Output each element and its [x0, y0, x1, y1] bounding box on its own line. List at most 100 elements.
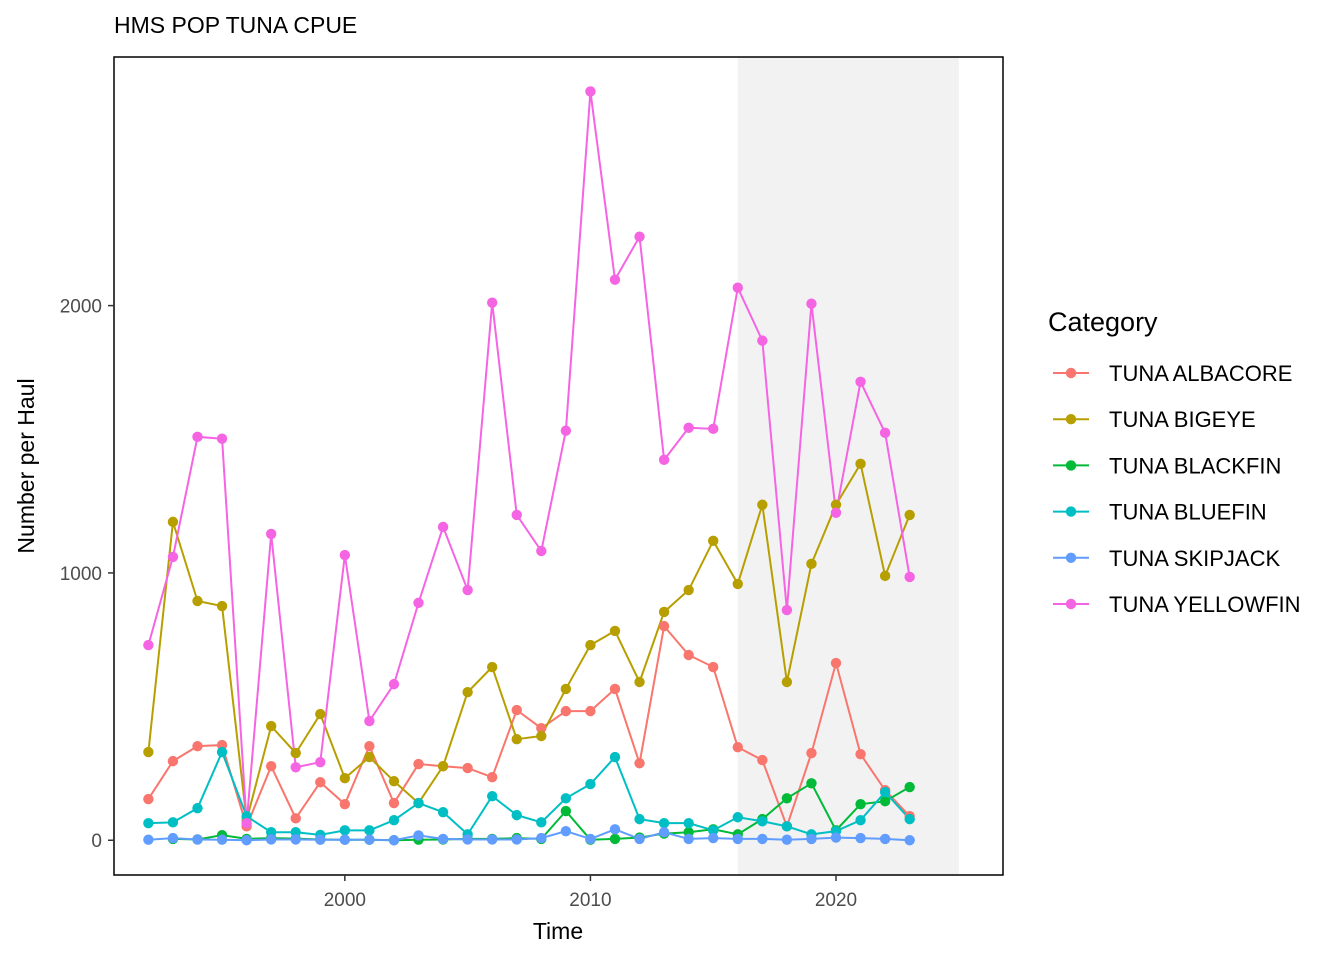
data-point-tuna-yellowfin-2001: [364, 715, 375, 727]
data-point-tuna-blackfin-2023: [904, 781, 915, 793]
data-point-tuna-yellowfin-2003: [413, 597, 424, 609]
chart-title: HMS POP TUNA CPUE: [114, 12, 357, 38]
series-line-tuna-bigeye: [147, 461, 911, 821]
data-point-tuna-bluefin-2011: [609, 751, 621, 763]
data-point-tuna-bigeye-1998: [290, 747, 301, 759]
data-point-tuna-skipjack-2018: [781, 834, 793, 845]
data-point-tuna-albacore-1993: [167, 755, 179, 767]
data-point-tuna-skipjack-2022: [879, 833, 891, 845]
data-point-tuna-bigeye-2012: [634, 676, 645, 688]
data-point-tuna-skipjack-2001: [364, 834, 375, 845]
data-point-tuna-yellowfin-2023: [904, 571, 915, 583]
data-point-tuna-bluefin-2016: [732, 812, 743, 823]
data-point-tuna-yellowfin-2008: [536, 545, 547, 557]
data-point-tuna-yellowfin-1999: [315, 756, 326, 768]
data-point-tuna-skipjack-2013: [658, 827, 670, 838]
data-point-tuna-skipjack-2009: [560, 825, 572, 837]
data-point-tuna-bigeye-2017: [757, 499, 768, 510]
shaded-region: [737, 57, 959, 875]
data-point-tuna-albacore-2000: [339, 798, 351, 810]
data-point-tuna-yellowfin-2015: [708, 423, 719, 435]
data-point-tuna-yellowfin-2012: [634, 231, 645, 242]
data-point-tuna-yellowfin-2004: [437, 521, 449, 533]
data-point-tuna-bluefin-2012: [634, 813, 645, 825]
data-point-tuna-bigeye-2006: [486, 661, 498, 673]
data-point-tuna-albacore-2008: [536, 723, 547, 734]
data-point-tuna-bigeye-2014: [683, 584, 694, 596]
data-point-tuna-yellowfin-1992: [143, 639, 154, 651]
data-point-tuna-bigeye-2008: [536, 730, 547, 742]
data-point-tuna-bigeye-2020: [830, 499, 842, 510]
y-tick-label: 1000: [60, 564, 102, 585]
data-point-tuna-albacore-2016: [732, 742, 743, 753]
x-tick-label: 2000: [324, 890, 366, 911]
data-point-tuna-blackfin-2011: [609, 833, 621, 845]
data-point-tuna-bluefin-2022: [879, 786, 891, 798]
data-point-tuna-bigeye-2000: [339, 773, 351, 784]
data-point-tuna-yellowfin-1995: [216, 433, 228, 444]
data-point-tuna-skipjack-2020: [830, 832, 842, 843]
data-point-tuna-albacore-2017: [757, 754, 768, 766]
data-point-tuna-skipjack-2019: [806, 833, 817, 845]
data-point-tuna-yellowfin-1997: [265, 528, 277, 540]
x-tick-label: 2010: [569, 890, 611, 911]
data-point-tuna-albacore-2012: [634, 758, 645, 769]
data-point-tuna-bigeye-2011: [609, 625, 621, 637]
data-point-tuna-bluefin-1995: [216, 746, 228, 758]
data-point-tuna-skipjack-2007: [511, 834, 522, 845]
data-point-tuna-bluefin-2010: [585, 778, 596, 790]
data-point-tuna-skipjack-2016: [732, 833, 743, 845]
data-point-tuna-albacore-2005: [462, 762, 473, 774]
data-point-tuna-yellowfin-2013: [658, 454, 670, 466]
data-point-tuna-skipjack-2021: [855, 832, 866, 844]
data-point-tuna-blackfin-2019: [806, 778, 817, 789]
data-point-tuna-albacore-2003: [413, 758, 424, 770]
data-point-tuna-skipjack-2008: [536, 832, 547, 844]
data-point-tuna-bluefin-2007: [511, 809, 522, 821]
legend-key-point-tuna-albacore: [1065, 367, 1077, 379]
data-point-tuna-bigeye-2002: [388, 775, 400, 787]
data-point-tuna-yellowfin-1994: [192, 431, 203, 443]
data-point-tuna-bluefin-1993: [167, 817, 179, 828]
data-point-tuna-skipjack-2010: [585, 833, 596, 845]
data-point-tuna-bigeye-2022: [879, 570, 891, 582]
data-point-tuna-bigeye-2004: [437, 761, 449, 772]
data-point-tuna-yellowfin-2005: [462, 584, 473, 596]
data-point-tuna-albacore-2014: [683, 649, 694, 661]
data-point-tuna-bluefin-1992: [143, 817, 154, 829]
data-point-tuna-skipjack-1998: [290, 834, 301, 845]
data-point-tuna-bigeye-1999: [315, 708, 326, 720]
series-line-tuna-yellowfin: [147, 91, 911, 824]
data-point-tuna-yellowfin-2000: [339, 549, 351, 561]
data-point-tuna-albacore-1998: [290, 813, 301, 824]
legend-key-point-tuna-blackfin: [1065, 460, 1077, 471]
data-point-tuna-bluefin-2002: [388, 814, 400, 826]
data-point-tuna-skipjack-2006: [486, 834, 498, 845]
data-point-tuna-skipjack-2012: [634, 833, 645, 845]
legend-label-tuna-yellowfin: TUNA YELLOWFIN: [1109, 592, 1301, 617]
axes: 2000 2010 2020 0 1000 2000: [60, 297, 857, 911]
data-point-tuna-bluefin-2015: [708, 825, 719, 836]
data-point-tuna-yellowfin-1996: [241, 817, 252, 829]
data-point-tuna-albacore-1997: [265, 761, 277, 772]
data-point-tuna-albacore-1999: [315, 777, 326, 788]
data-point-tuna-albacore-2006: [486, 771, 498, 783]
y-axis-label: Number per Haul: [13, 378, 39, 553]
data-point-tuna-bigeye-1995: [216, 600, 228, 612]
data-point-tuna-bigeye-2005: [462, 686, 473, 698]
legend-label-tuna-skipjack: TUNA SKIPJACK: [1109, 546, 1280, 571]
data-point-tuna-albacore-1992: [143, 793, 154, 805]
data-point-tuna-bigeye-2018: [781, 676, 793, 688]
data-point-tuna-yellowfin-2021: [855, 376, 866, 387]
data-point-tuna-yellowfin-2020: [830, 507, 842, 518]
data-point-tuna-skipjack-2005: [462, 834, 473, 845]
data-point-tuna-skipjack-1997: [265, 834, 277, 845]
data-point-tuna-albacore-2002: [388, 797, 400, 809]
plot-border: [113, 56, 1004, 876]
data-point-tuna-bluefin-2018: [781, 821, 793, 832]
data-point-tuna-albacore-2011: [609, 683, 621, 695]
data-point-tuna-bigeye-2007: [511, 734, 522, 745]
y-tick-label: 0: [91, 831, 102, 852]
data-point-tuna-bluefin-2008: [536, 817, 547, 828]
data-point-tuna-bluefin-2021: [855, 814, 866, 826]
